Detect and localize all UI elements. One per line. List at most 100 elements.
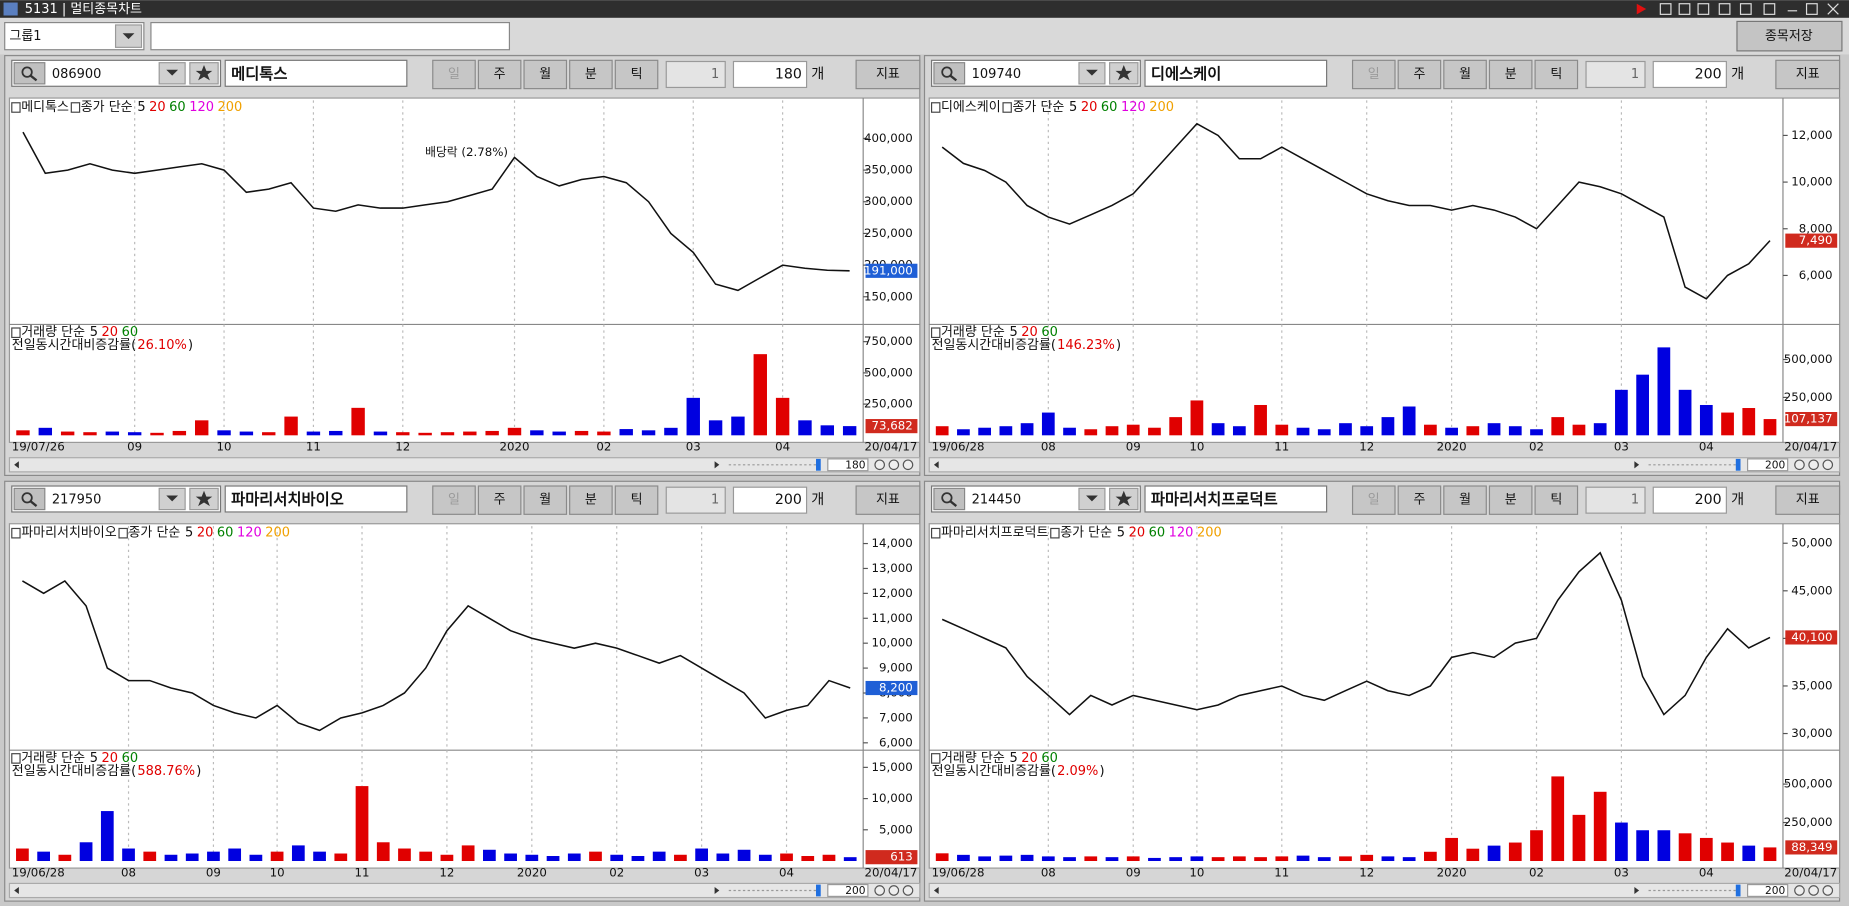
period-button[interactable]: [477, 485, 522, 515]
scroll-arrow[interactable]: [14, 461, 19, 469]
period-button[interactable]: [1534, 59, 1579, 90]
search-input[interactable]: [150, 21, 511, 51]
volume-bar: [1402, 857, 1416, 862]
count-unit: 개: [811, 66, 824, 82]
maximize-icon[interactable]: [1805, 3, 1818, 15]
y-tick-label: 14,000: [871, 536, 912, 550]
scroll-arrow[interactable]: [1634, 461, 1640, 469]
count-start: 1: [1631, 493, 1639, 508]
period-button[interactable]: [1351, 59, 1396, 90]
legend-ma: 5: [1069, 100, 1077, 115]
volume-bar: [1657, 347, 1671, 436]
window-controls[interactable]: [1636, 3, 1839, 15]
zoom-thumb[interactable]: [816, 884, 821, 897]
save-button[interactable]: [1736, 20, 1843, 52]
count-box[interactable]: [732, 60, 808, 89]
zoom-button[interactable]: [1822, 885, 1834, 896]
zoom-thumb[interactable]: [1735, 458, 1741, 471]
indicator-button[interactable]: [855, 485, 921, 515]
volume-bar: [239, 431, 254, 436]
legend-ma: 5: [1117, 526, 1125, 541]
scroll-arrow[interactable]: [714, 461, 720, 469]
zoom-button[interactable]: [902, 459, 914, 471]
period-button[interactable]: [432, 485, 476, 515]
zoom-button[interactable]: [1794, 459, 1805, 471]
count-box[interactable]: [1652, 486, 1727, 514]
period-button[interactable]: [432, 59, 476, 90]
scrollbar[interactable]: [928, 882, 1841, 899]
control-icon[interactable]: [1739, 3, 1752, 15]
period-button[interactable]: [1488, 485, 1533, 515]
period-button[interactable]: [1351, 485, 1396, 515]
x-tick-label: 19/06/28: [12, 865, 65, 879]
search-button[interactable]: [13, 487, 46, 511]
price-line: [22, 131, 850, 292]
control-icon[interactable]: [1678, 3, 1691, 15]
volume-bar: [1593, 423, 1607, 436]
volume-bar: [504, 853, 517, 862]
x-tick-label: 04: [1699, 865, 1714, 879]
search-button[interactable]: [13, 62, 46, 85]
control-icon[interactable]: [1636, 3, 1647, 15]
zoom-button[interactable]: [1794, 885, 1805, 896]
control-icon[interactable]: [1659, 3, 1672, 15]
y-tick-label: 350,000: [864, 163, 913, 177]
period-button[interactable]: [523, 59, 568, 90]
zoom-button[interactable]: [888, 885, 900, 896]
scroll-arrow[interactable]: [933, 886, 939, 895]
period-button-text: 월: [539, 493, 551, 508]
volume-bar: [1041, 856, 1055, 862]
zoom-button[interactable]: [1822, 459, 1834, 471]
period-button[interactable]: [1397, 59, 1442, 90]
volume-bar: [686, 397, 700, 436]
indicator-button[interactable]: [855, 59, 921, 90]
scroll-arrow[interactable]: [1634, 886, 1640, 895]
volume-bar: [731, 416, 745, 436]
volume-bar: [641, 430, 656, 436]
count-box[interactable]: [1652, 60, 1727, 89]
zoom-button[interactable]: [902, 885, 914, 896]
control-icon[interactable]: [1763, 3, 1776, 15]
scrollbar[interactable]: [8, 457, 921, 473]
scrollbar[interactable]: [8, 882, 921, 899]
scroll-arrow[interactable]: [933, 461, 939, 469]
zoom-button[interactable]: [874, 885, 885, 896]
search-button[interactable]: [933, 487, 966, 511]
volume-bar: [935, 853, 949, 862]
legend-icon: [930, 327, 941, 339]
code-input[interactable]: [930, 59, 1141, 87]
zoom-button[interactable]: [1808, 459, 1819, 471]
period-button[interactable]: [569, 485, 613, 515]
zoom-thumb[interactable]: [816, 458, 821, 471]
search-button[interactable]: [933, 62, 966, 85]
zoom-thumb[interactable]: [1735, 884, 1741, 897]
period-button[interactable]: [1488, 59, 1533, 90]
zoom-button[interactable]: [1808, 885, 1819, 896]
close-icon[interactable]: [1827, 3, 1839, 15]
period-button[interactable]: [1443, 59, 1487, 90]
control-icon[interactable]: [1718, 3, 1731, 15]
period-button-text: 분: [1505, 493, 1517, 508]
period-button[interactable]: [1397, 485, 1442, 515]
volume-bar: [306, 431, 321, 436]
search-icon: [29, 74, 38, 82]
indicator-button[interactable]: [1775, 59, 1841, 90]
period-button[interactable]: [614, 485, 659, 515]
period-button[interactable]: [1534, 485, 1579, 515]
x-tick-label: 09: [1126, 865, 1141, 879]
period-button[interactable]: [477, 59, 522, 90]
indicator-button[interactable]: [1775, 485, 1841, 515]
period-button[interactable]: [1443, 485, 1487, 515]
count-box[interactable]: [732, 486, 808, 514]
zoom-button[interactable]: [888, 459, 900, 471]
code-input[interactable]: [930, 485, 1141, 513]
period-button[interactable]: [523, 485, 568, 515]
scroll-arrow[interactable]: [714, 886, 720, 895]
period-button[interactable]: [569, 59, 613, 90]
period-button[interactable]: [614, 59, 659, 90]
scroll-arrow[interactable]: [14, 886, 19, 895]
control-icon[interactable]: [1697, 3, 1710, 15]
scrollbar[interactable]: [928, 457, 1841, 473]
star-icon: [1115, 490, 1133, 507]
zoom-button[interactable]: [874, 459, 885, 471]
